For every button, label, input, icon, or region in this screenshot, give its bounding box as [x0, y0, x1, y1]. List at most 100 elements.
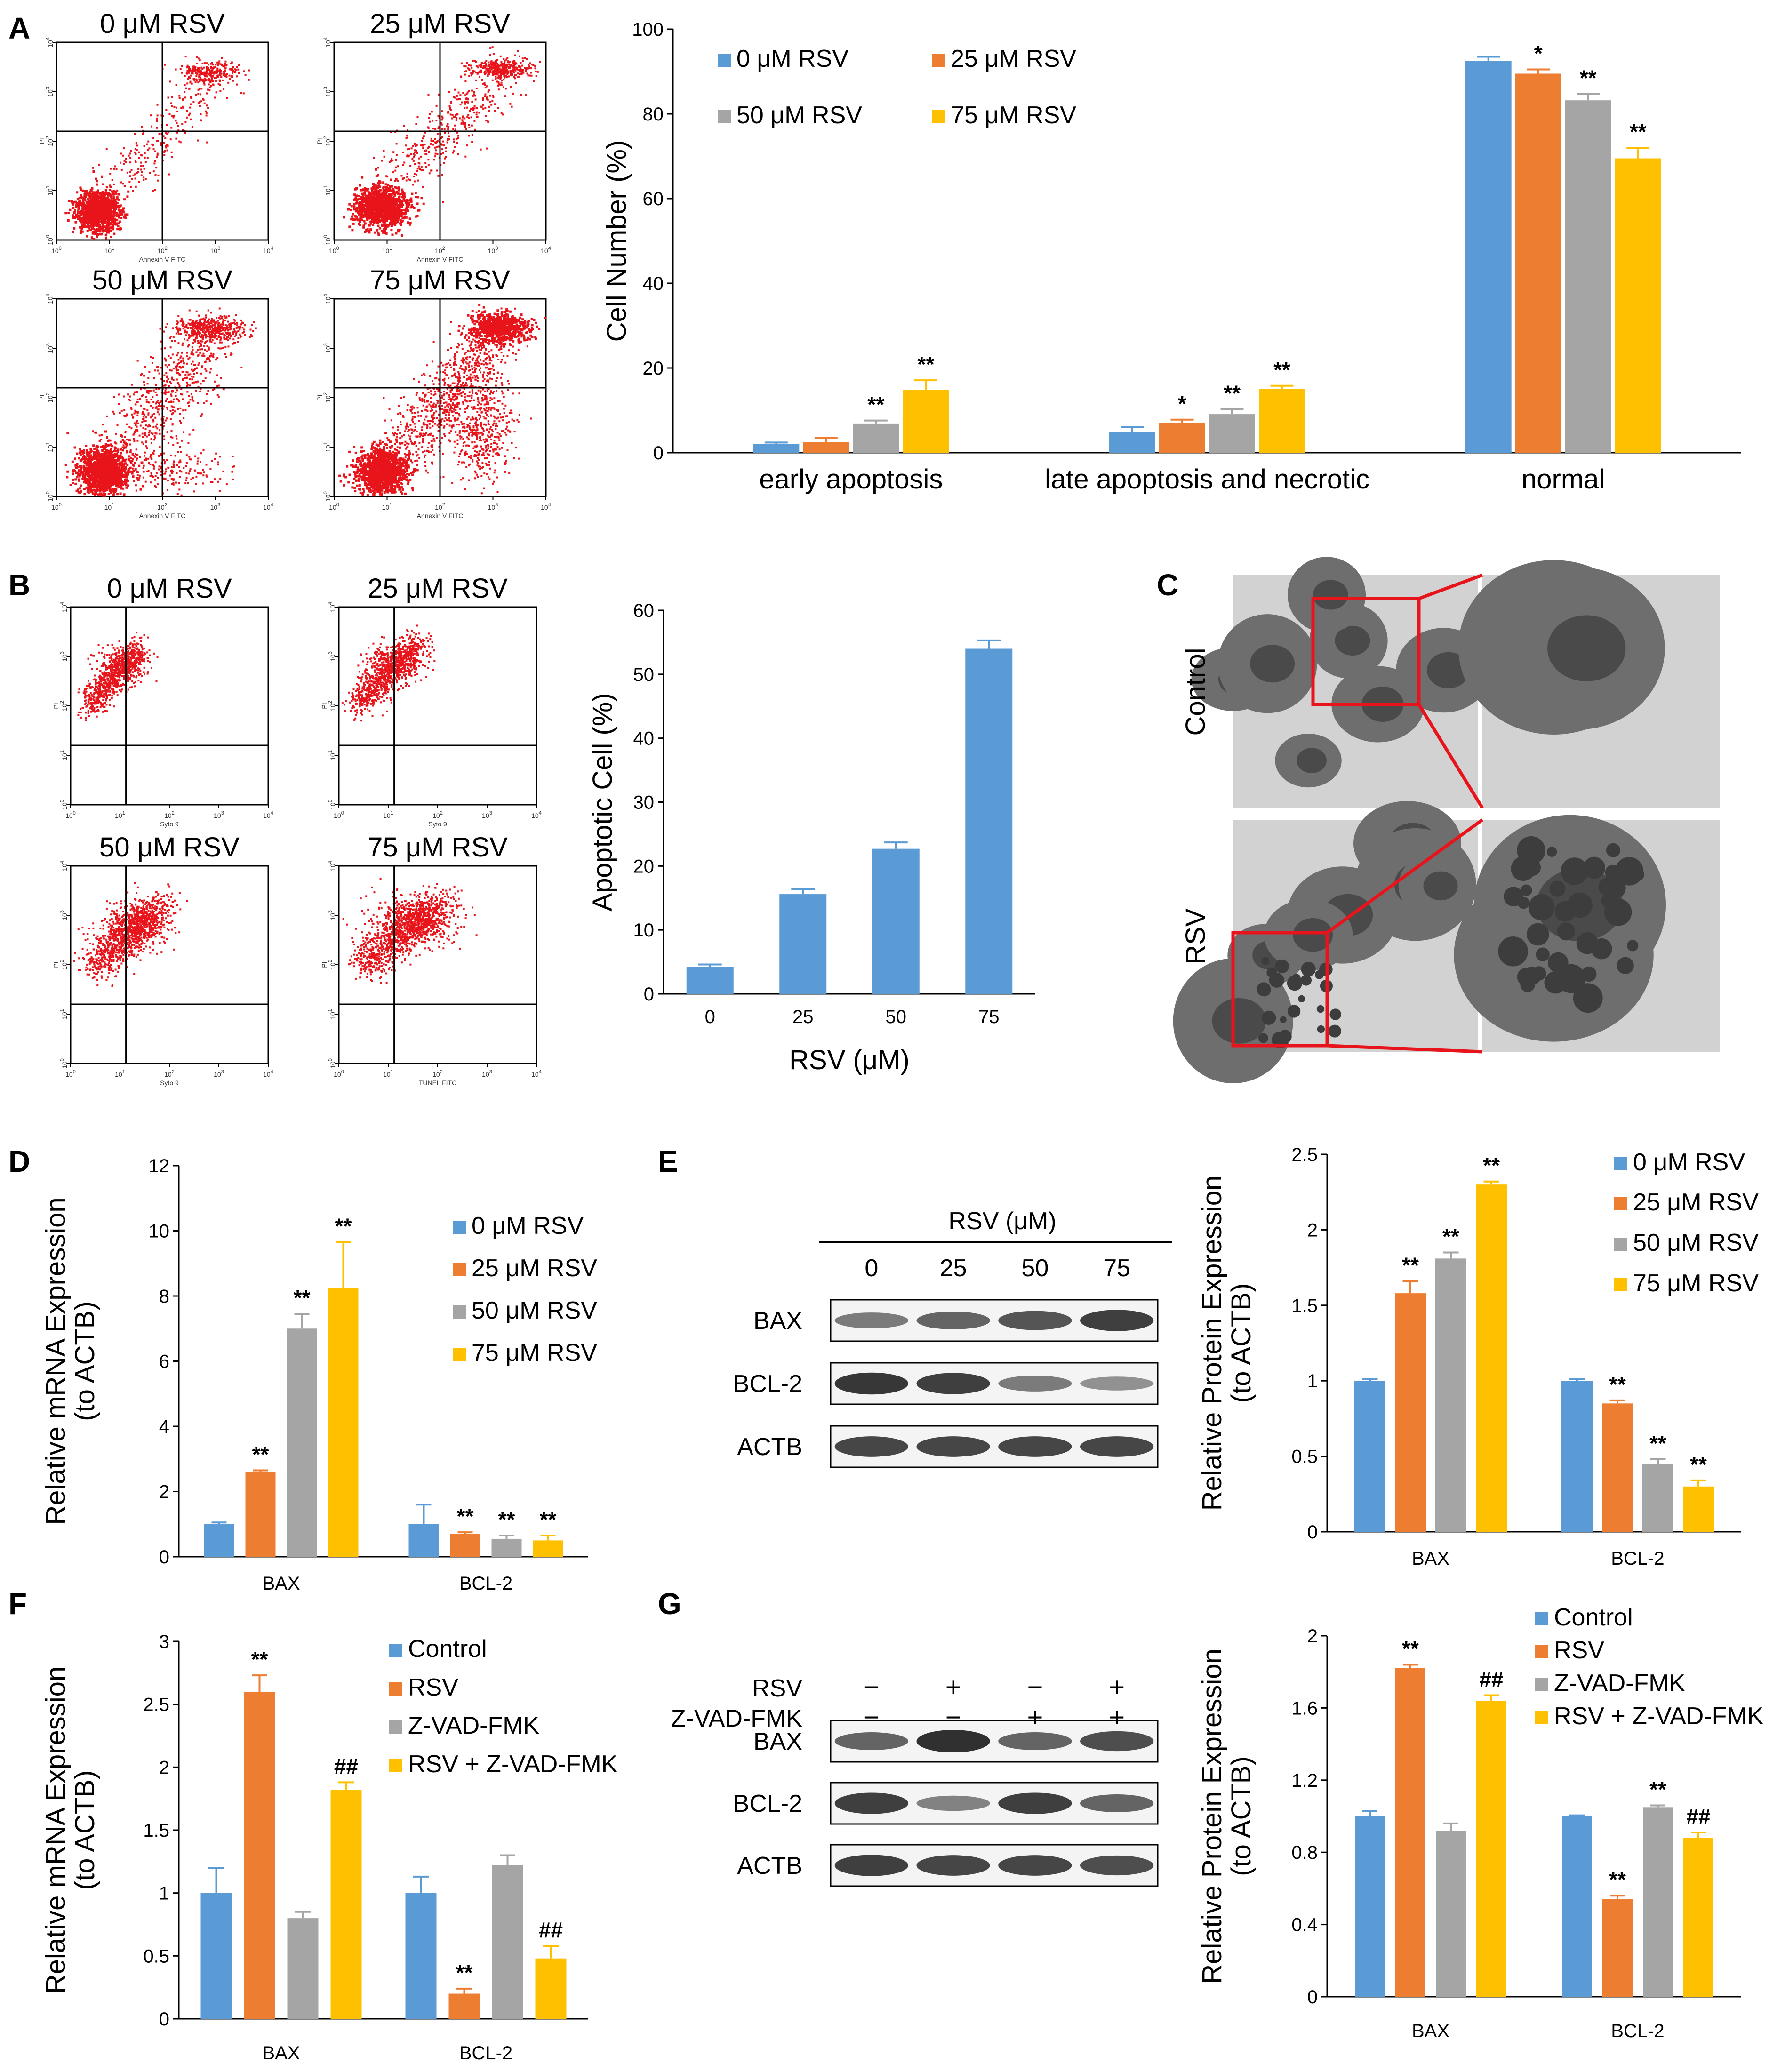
flow-y-tick-label: 103: [59, 651, 68, 662]
tem-nucleus: [1293, 918, 1333, 952]
flow-y-tick-label: 100: [323, 491, 332, 502]
flow-y-tick-label: 101: [323, 442, 332, 452]
legend-swatch: [1614, 1238, 1627, 1251]
bar: [1259, 389, 1305, 453]
y-tick-label: 0: [159, 1547, 169, 1568]
bar: [1683, 1838, 1713, 1997]
bar-chart-B: 0 10 20 30 40 50 60 Apoptotic Cell (%) RSV (μM) 0…: [587, 600, 1035, 1075]
blot-band: [998, 1792, 1072, 1814]
flow-y-tick-label: 100: [59, 800, 68, 810]
flow-x-tick-label: 103: [214, 810, 224, 819]
flow-y-tick-label: 104: [59, 861, 68, 871]
legend-label: RSV + Z-VAD-FMK: [1554, 1703, 1764, 1730]
y-tick-label: 50: [633, 664, 655, 685]
blot-treatment-sign: −: [1027, 1672, 1043, 1703]
flow-y-tick-label: 100: [328, 800, 336, 810]
panel-label-F: F: [8, 1587, 27, 1621]
legend-swatch: [453, 1221, 466, 1234]
y-tick-label: 40: [633, 728, 655, 749]
x-tick-label: early apoptosis: [759, 464, 943, 495]
flow-y-tick-label: 100: [45, 235, 54, 245]
y-tick-label: 20: [643, 358, 664, 379]
tem-apoptotic-body: [1292, 974, 1301, 983]
significance-label: **: [252, 1442, 269, 1466]
panel-label-D: D: [8, 1144, 30, 1178]
blot-band: [998, 1311, 1072, 1330]
flow-x-axis-label: TUNEL FITC: [419, 1079, 456, 1087]
panel-label-E: E: [658, 1144, 678, 1178]
flow-dots: [342, 878, 478, 984]
flow-y-tick-label: 100: [59, 1058, 68, 1069]
tem-connector: [1418, 573, 1483, 600]
blot-treatment-sign: +: [1109, 1702, 1125, 1733]
flow-y-tick-label: 103: [323, 87, 332, 97]
legend-swatch: [1614, 1157, 1627, 1170]
blot-band: [1080, 1376, 1154, 1391]
legend-label: 75 μM RSV: [472, 1339, 597, 1367]
flow-x-axis-label: Syto 9: [428, 820, 447, 828]
flow-x-tick-label: 101: [104, 246, 115, 255]
bar: [535, 1958, 567, 2019]
legend-label: 25 μM RSV: [1633, 1189, 1759, 1216]
blot-lane-label: 50: [1021, 1255, 1049, 1282]
tem-apoptotic-body: [1262, 1010, 1276, 1025]
y-tick-label: 60: [633, 600, 655, 621]
tem-control-zoom: [1458, 560, 1720, 808]
legend-label: RSV: [408, 1674, 458, 1701]
flow-x-tick-label: 104: [531, 1069, 542, 1078]
significance-label: **: [1224, 381, 1241, 405]
flow-x-axis-label: Syto 9: [160, 1079, 179, 1087]
blot-treatment-label: Z-VAD-FMK: [671, 1705, 803, 1732]
blot-header: RSV (μM): [948, 1208, 1056, 1235]
bar: [753, 444, 800, 453]
flow-x-tick-label: 100: [334, 810, 344, 819]
bar: [405, 1893, 437, 2019]
flow-x-tick-label: 102: [164, 810, 175, 819]
flow-x-tick-label: 100: [329, 502, 339, 511]
flow-plot-title: 25 μM RSV: [370, 8, 510, 39]
tem-nucleus: [1313, 580, 1348, 610]
bar: [330, 1790, 362, 2019]
x-tick-label: BCL-2: [1611, 2021, 1664, 2041]
x-tick-label: BCL-2: [459, 1573, 512, 1594]
legend-label: 75 μM RSV: [951, 102, 1076, 129]
y-tick-label: 1.2: [1291, 1770, 1318, 1791]
bar: [1465, 61, 1512, 453]
flow-y-tick-label: 101: [328, 1009, 336, 1019]
tem-connector: [1326, 818, 1484, 934]
flow-y-tick-label: 101: [323, 185, 332, 196]
x-tick-label: normal: [1521, 464, 1605, 495]
bar: [1561, 1381, 1593, 1532]
tem-apoptotic-body: [1287, 1005, 1301, 1018]
blot-band: [998, 1855, 1072, 1876]
y-tick-label: 60: [643, 189, 664, 209]
legend-label: RSV + Z-VAD-FMK: [408, 1751, 618, 1778]
significance-label: **: [917, 352, 934, 376]
legend-swatch: [1535, 1711, 1548, 1724]
panel-label-B: B: [8, 568, 30, 602]
legend-label: 25 μM RSV: [951, 45, 1076, 72]
tem-nucleus: [1427, 652, 1470, 688]
tem-apoptotic-body: [1261, 957, 1270, 965]
bar: [965, 648, 1013, 994]
flow-y-axis-label: PI: [316, 394, 323, 400]
legend-swatch: [389, 1682, 402, 1696]
bar-chart-D: 0 2 4 6 8 10 12 Relative mRNA Expression(to ACT…: [40, 1156, 597, 1594]
tem-nucleus: [1335, 625, 1370, 656]
y-tick-label: 2.5: [1291, 1144, 1318, 1165]
bar: [1615, 158, 1661, 453]
tem-apoptotic-body: [1536, 947, 1550, 961]
flow-x-tick-label: 103: [482, 1069, 492, 1078]
panel-label-C: C: [1157, 568, 1178, 602]
significance-label: **: [540, 1507, 557, 1532]
flow-dots: [341, 624, 436, 722]
x-tick-label: BCL-2: [1611, 1548, 1664, 1569]
flow-y-tick-label: 101: [328, 750, 336, 760]
flow-x-tick-label: 103: [214, 1069, 224, 1078]
y-tick-label: 0: [644, 984, 654, 1005]
flow-x-tick-label: 100: [65, 1069, 76, 1078]
y-axis-label: Relative mRNA Expression: [40, 1666, 71, 1994]
y-axis-label: (to ACTB): [1226, 1283, 1257, 1403]
